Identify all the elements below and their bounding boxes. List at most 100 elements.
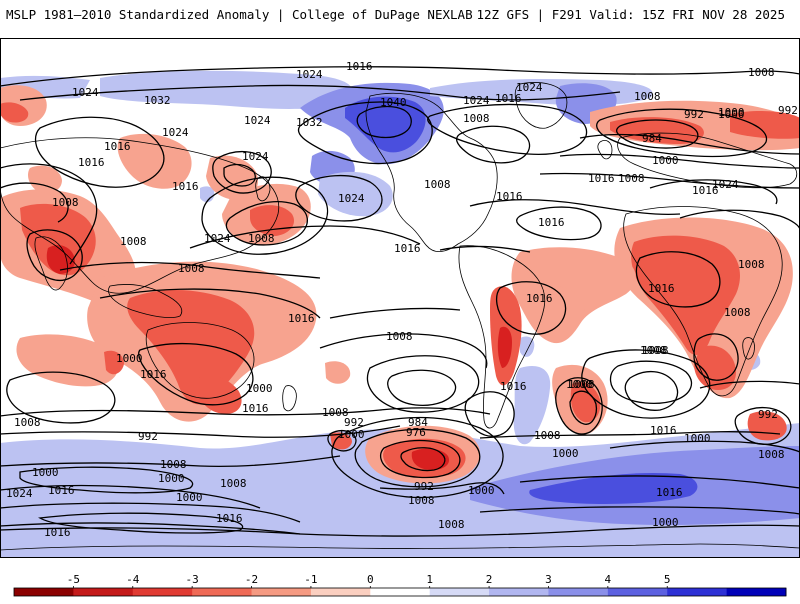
colorbar: -5 -4 -3 -2 -1 0 1 2 3 4 5 — [0, 570, 800, 600]
isobar-1024-siberian-high — [34, 116, 165, 188]
isobar-label: 1008 — [160, 458, 187, 471]
isobar-1008-icelandic — [455, 125, 531, 164]
isobar-1016-indian-high — [6, 371, 116, 424]
coast-new-zealand — [282, 385, 297, 412]
positive-anomaly-east-pacific — [318, 171, 393, 217]
negative-anomaly-southern-small — [330, 432, 352, 450]
positive-anomaly-south-atlantic — [513, 366, 551, 445]
isobar-label: 1024 — [463, 94, 490, 107]
isobar-1008-southern-ocean — [519, 475, 800, 489]
isobar-1008-tropics — [99, 288, 321, 319]
negative-anomaly-east-asia — [206, 155, 258, 200]
colorbar-segment — [251, 588, 312, 596]
isobar-1040-alaska — [356, 105, 412, 139]
isobar-label: 992 — [138, 430, 158, 443]
isobar-label: 1016 — [242, 402, 269, 415]
isobar-1008-tropical-atlantic — [495, 281, 567, 335]
positive-anomaly-north-pacific — [100, 70, 353, 109]
isobar-992-south-atlantic-low — [569, 390, 598, 425]
isobar-label: 1024 — [338, 192, 365, 205]
isobar-1000-south — [0, 455, 341, 468]
isobar-label: 1024 — [162, 126, 189, 139]
isobar-1016-central-pacific — [319, 333, 488, 369]
isobar-labels: 1016 1024 1008 1032 1024 1024 1032 1040 … — [6, 60, 798, 539]
colorbar-segment — [192, 588, 253, 596]
isobar-label: 1008 — [408, 494, 435, 507]
coast-south-america — [458, 245, 546, 429]
isobar-label: 1008 — [52, 196, 79, 209]
isobar-1008-south — [0, 425, 401, 438]
isobar-1008-australia — [138, 342, 254, 406]
isobar-label: 1008 — [322, 406, 349, 419]
isobar-1024-asia-north — [0, 182, 69, 223]
colorbar-tick-label: -4 — [126, 573, 140, 586]
isobar-label: 1016 — [692, 184, 719, 197]
positive-anomaly-south-america-small — [520, 336, 535, 357]
isobar-label: 1016 — [650, 424, 677, 437]
colorbar-segment — [73, 588, 134, 596]
colorbar-tick-label: 0 — [367, 573, 374, 586]
isobar-992-southern-ocean — [609, 440, 800, 453]
isobar-label: 1016 — [588, 172, 615, 185]
isobar-label: 1000 — [552, 447, 579, 460]
negative-anomaly-indian-ocean — [16, 334, 119, 387]
isobar-1016-equator — [329, 307, 461, 319]
colorbar-tick-label: 3 — [545, 573, 552, 586]
coast-asia — [0, 137, 280, 294]
isobar-1016-south — [0, 407, 491, 417]
colorbar-segment — [370, 588, 431, 596]
header: MSLP 1981–2010 Standardized Anomaly | Co… — [0, 0, 800, 28]
positive-anomaly-south-pacific — [0, 423, 800, 558]
mslp-anomaly-map: 1016 1024 1008 1032 1024 1024 1032 1040 … — [0, 38, 800, 558]
isobar-label: 1008 — [386, 330, 413, 343]
title-right: 12Z GFS | F291 Valid: 15Z FRI NOV 28 202… — [476, 7, 785, 22]
isobar-label: 992 — [414, 480, 434, 493]
colorbar-segment — [607, 588, 668, 596]
isobar-1016-antarctic — [0, 524, 800, 537]
negative-anomaly-australia — [127, 289, 255, 405]
map-panel: 1016 1024 1008 1032 1024 1024 1032 1040 … — [0, 38, 800, 558]
isobar-label: 1000 — [718, 106, 745, 119]
isobar-1008-southern-west — [0, 522, 301, 535]
isobar-label: 1000 — [718, 108, 745, 121]
isobar-1000-south-atlantic-low — [555, 377, 603, 435]
colorbar-segment — [310, 588, 371, 596]
isobar-label: 1008 — [463, 112, 490, 125]
isobar-label: 1016 — [288, 312, 315, 325]
isobar-label: 1000 — [116, 352, 143, 365]
positive-anomaly-southern-ocean-core — [529, 472, 698, 504]
isobar-1032-alaska-high — [297, 101, 433, 165]
colorbar-tick-label: -3 — [186, 573, 199, 586]
isobar-1016-tropical-atlantic — [439, 245, 531, 253]
isobar-label: 1000 — [32, 466, 59, 479]
isobar-1024-n-atlantic — [427, 103, 588, 156]
colorbar-segment — [132, 588, 193, 596]
isobar-1024-arctic — [19, 84, 621, 101]
isobar-label: 1040 — [380, 96, 407, 109]
colorbar-segment — [429, 588, 490, 596]
negative-anomaly-brazil — [534, 285, 585, 332]
isobar-label: 1008 — [534, 429, 561, 442]
isobar-1016-east-indian-high — [624, 371, 679, 411]
negative-anomaly-central-pacific-small — [325, 361, 351, 384]
isobar-label: 1016 — [346, 60, 373, 73]
isobar-label: 1000 — [684, 432, 711, 445]
isobar-label: 1008 — [14, 416, 41, 429]
isobar-1016-asia-west — [0, 163, 98, 265]
colorbar-segment — [14, 588, 74, 596]
coast-europe — [617, 132, 798, 189]
isobar-1008-india — [26, 229, 83, 281]
isobar-label: 1024 — [72, 86, 99, 99]
coast-madagascar — [742, 337, 755, 360]
isobar-1024-africa-north — [649, 179, 778, 205]
colorbar-tick-label: -5 — [67, 573, 80, 586]
isobar-label: 992 — [344, 416, 364, 429]
positive-anomaly-siberia-small — [200, 186, 215, 203]
coast-africa — [623, 206, 783, 397]
isobar-label: 1000 — [652, 154, 679, 167]
isobar-1000-europe — [579, 133, 800, 155]
isobar-label: 992 — [684, 108, 704, 121]
isobar-label: 976 — [406, 426, 426, 439]
negative-anomaly-scandinavia-core — [0, 102, 29, 123]
isobar-label: 1008 — [640, 344, 667, 357]
